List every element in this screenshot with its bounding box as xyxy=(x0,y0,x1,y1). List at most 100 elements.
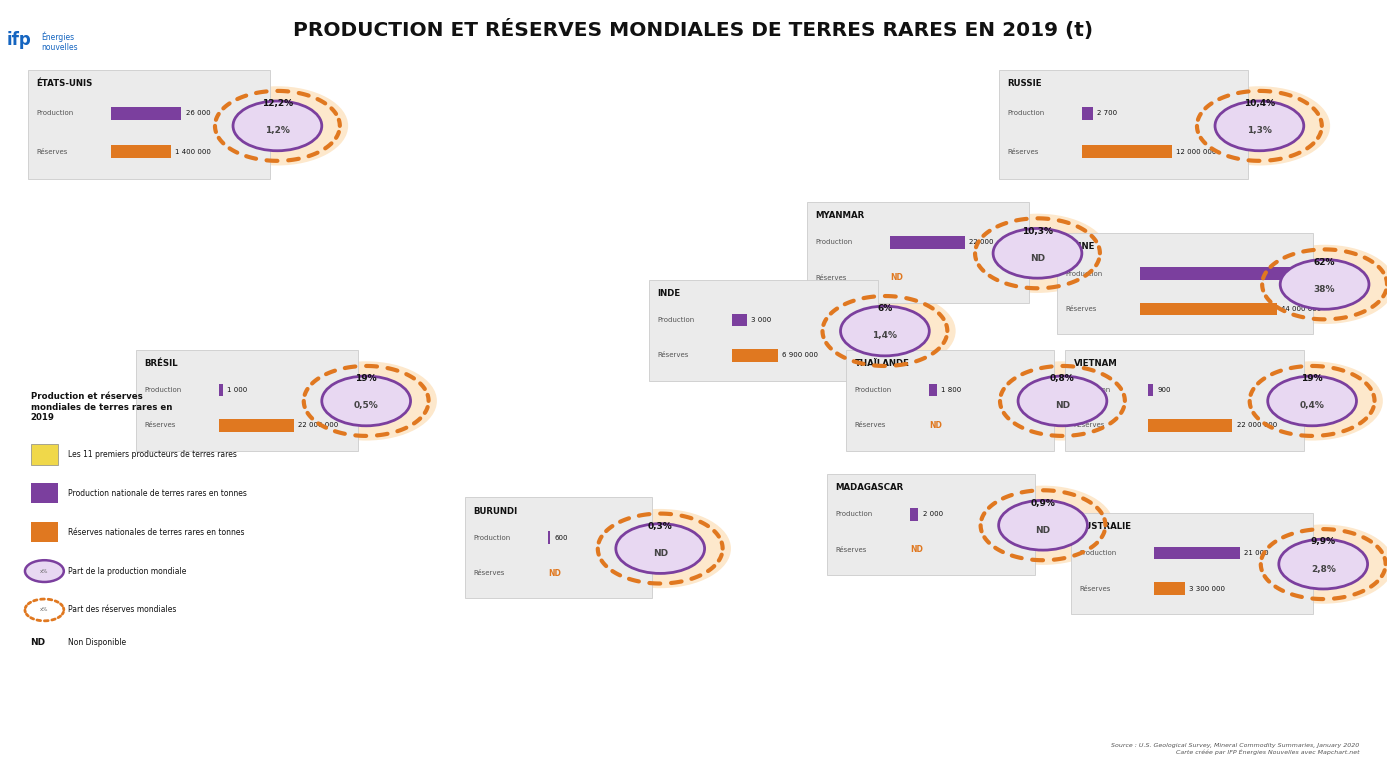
Text: ND: ND xyxy=(929,421,942,430)
Text: 22 000: 22 000 xyxy=(970,239,994,246)
Text: 1,4%: 1,4% xyxy=(872,332,897,340)
Text: Part des réserves mondiales: Part des réserves mondiales xyxy=(68,605,176,615)
Text: 3 300 000: 3 300 000 xyxy=(1190,586,1226,591)
Text: ND: ND xyxy=(1031,254,1044,263)
Circle shape xyxy=(992,361,1133,441)
Text: 2,8%: 2,8% xyxy=(1311,565,1336,573)
FancyBboxPatch shape xyxy=(1140,303,1276,315)
Text: AUSTRALIE: AUSTRALIE xyxy=(1079,522,1132,531)
Text: Réserves: Réserves xyxy=(657,353,689,358)
Text: ÉTATS-UNIS: ÉTATS-UNIS xyxy=(36,79,93,89)
Text: 38%: 38% xyxy=(1313,285,1336,294)
Circle shape xyxy=(233,101,322,151)
FancyBboxPatch shape xyxy=(31,444,58,465)
Text: 3 000: 3 000 xyxy=(750,317,771,323)
Text: 10,3%: 10,3% xyxy=(1022,227,1053,235)
Circle shape xyxy=(295,361,437,441)
Circle shape xyxy=(1279,539,1368,589)
FancyBboxPatch shape xyxy=(31,483,58,503)
FancyBboxPatch shape xyxy=(219,420,294,432)
FancyBboxPatch shape xyxy=(465,497,652,598)
Circle shape xyxy=(999,500,1087,550)
Text: Production: Production xyxy=(1079,550,1117,556)
Circle shape xyxy=(322,376,411,426)
Circle shape xyxy=(616,524,705,573)
Text: 19%: 19% xyxy=(355,375,377,383)
FancyBboxPatch shape xyxy=(890,236,965,249)
FancyBboxPatch shape xyxy=(1140,267,1294,280)
FancyBboxPatch shape xyxy=(548,531,549,544)
Text: INDE: INDE xyxy=(657,289,681,298)
Text: MYANMAR: MYANMAR xyxy=(816,211,865,221)
FancyBboxPatch shape xyxy=(649,280,878,381)
Circle shape xyxy=(1252,524,1387,604)
Circle shape xyxy=(1018,376,1107,426)
Text: Réserves: Réserves xyxy=(835,547,867,552)
Text: 1 400 000: 1 400 000 xyxy=(175,148,211,155)
Text: 600: 600 xyxy=(553,535,567,541)
Text: Réserves: Réserves xyxy=(1079,586,1111,591)
Circle shape xyxy=(1189,86,1330,166)
Text: 2 700: 2 700 xyxy=(1097,110,1118,117)
Text: 22 000 000: 22 000 000 xyxy=(298,423,338,428)
Text: Réserves: Réserves xyxy=(1007,148,1039,155)
FancyBboxPatch shape xyxy=(3,12,135,70)
Text: Non Disponible: Non Disponible xyxy=(68,639,126,647)
Text: Réserves: Réserves xyxy=(36,148,68,155)
Text: x%: x% xyxy=(40,608,49,612)
Text: 0,9%: 0,9% xyxy=(1031,499,1056,507)
Text: Réserves: Réserves xyxy=(816,275,847,280)
Text: 22 000 000: 22 000 000 xyxy=(1237,423,1277,428)
Text: 1 000: 1 000 xyxy=(227,387,248,393)
Text: 0,4%: 0,4% xyxy=(1300,402,1325,410)
Text: ND: ND xyxy=(890,274,903,282)
Text: Réserves: Réserves xyxy=(1065,306,1097,312)
Text: 26 000: 26 000 xyxy=(186,110,211,117)
FancyBboxPatch shape xyxy=(807,202,1029,303)
Circle shape xyxy=(1254,245,1387,324)
Text: Production: Production xyxy=(835,511,872,517)
Text: Production: Production xyxy=(1074,387,1111,393)
FancyBboxPatch shape xyxy=(1071,513,1313,614)
Circle shape xyxy=(1280,260,1369,309)
FancyBboxPatch shape xyxy=(1154,547,1240,559)
FancyBboxPatch shape xyxy=(999,70,1248,179)
Text: ND: ND xyxy=(548,569,560,577)
FancyBboxPatch shape xyxy=(1148,420,1232,432)
Text: 6%: 6% xyxy=(878,305,892,313)
Text: Énergies
nouvelles: Énergies nouvelles xyxy=(42,31,78,52)
FancyBboxPatch shape xyxy=(136,350,358,451)
Text: 0,3%: 0,3% xyxy=(648,522,673,531)
FancyBboxPatch shape xyxy=(846,350,1054,451)
Text: ND: ND xyxy=(1036,526,1050,535)
Text: 1 800: 1 800 xyxy=(940,387,961,393)
Text: 10,4%: 10,4% xyxy=(1244,99,1275,108)
Text: 1,2%: 1,2% xyxy=(265,127,290,135)
FancyBboxPatch shape xyxy=(732,314,746,326)
Circle shape xyxy=(993,228,1082,278)
Circle shape xyxy=(814,291,956,371)
Text: MADAGASCAR: MADAGASCAR xyxy=(835,483,903,493)
Text: Source : U.S. Geological Survey, Mineral Commodity Summaries, January 2020
Carte: Source : U.S. Geological Survey, Mineral… xyxy=(1111,743,1359,755)
Text: CHINE: CHINE xyxy=(1065,242,1094,252)
FancyBboxPatch shape xyxy=(28,70,270,179)
Text: Production nationale de terres rares en tonnes: Production nationale de terres rares en … xyxy=(68,489,247,498)
Text: PRODUCTION ET RÉSERVES MONDIALES DE TERRES RARES EN 2019 (t): PRODUCTION ET RÉSERVES MONDIALES DE TERR… xyxy=(294,19,1093,40)
Text: 44 000 000: 44 000 000 xyxy=(1280,306,1320,312)
Text: x%: x% xyxy=(40,569,49,573)
Text: 1,3%: 1,3% xyxy=(1247,127,1272,135)
Text: 62%: 62% xyxy=(1313,258,1336,267)
Text: ND: ND xyxy=(653,549,667,558)
Text: 6 900 000: 6 900 000 xyxy=(782,353,818,358)
Text: 21 000: 21 000 xyxy=(1244,550,1269,556)
Text: Production: Production xyxy=(816,239,853,246)
Text: 2 000: 2 000 xyxy=(922,511,943,517)
Text: Réserves: Réserves xyxy=(854,423,886,428)
Text: 12 000 000: 12 000 000 xyxy=(1176,148,1216,155)
FancyBboxPatch shape xyxy=(31,522,58,542)
Text: Les 11 premiers producteurs de terres rares: Les 11 premiers producteurs de terres ra… xyxy=(68,450,237,459)
Circle shape xyxy=(841,306,929,356)
Circle shape xyxy=(1268,376,1356,426)
Text: 900: 900 xyxy=(1157,387,1171,393)
FancyBboxPatch shape xyxy=(1154,583,1186,595)
